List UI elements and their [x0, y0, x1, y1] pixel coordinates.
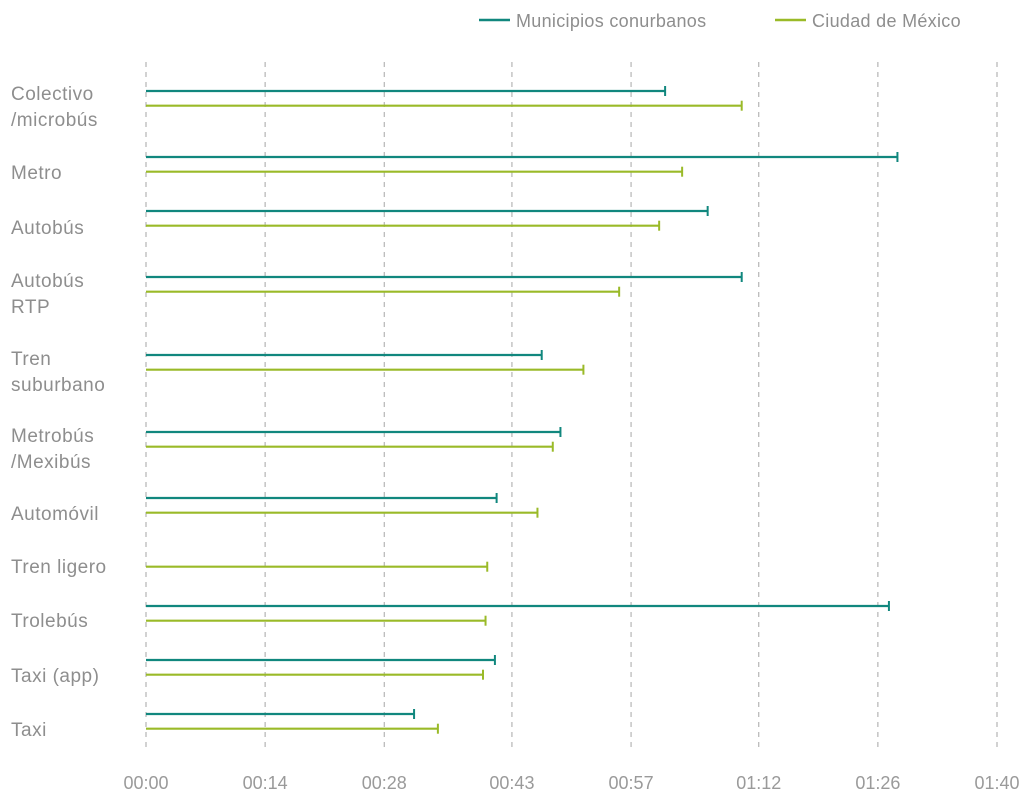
category-label: Metro [11, 163, 62, 184]
x-axis: 00:00 00:14 00:28 00:43 00:57 01:12 01:26 01:40 [123, 773, 1019, 793]
category-label: suburbano [11, 375, 105, 396]
x-tick-label: 00:57 [609, 773, 654, 793]
category-label: /microbús [11, 110, 98, 131]
category-label: Trolebús [11, 611, 88, 632]
x-tick-label: 00:14 [243, 773, 288, 793]
grid [145, 62, 998, 752]
legend: Municipios conurbanos Ciudad de México [479, 11, 961, 31]
category-labels: Colectivo/microbús Metro Autobús Autobús RTP… [11, 84, 107, 741]
category-label: Tren [11, 349, 51, 370]
category-label: Automóvil [11, 504, 99, 525]
x-tick-label: 00:28 [362, 773, 407, 793]
bars [146, 86, 899, 734]
category-label: Autobús [11, 218, 84, 239]
category-label: Colectivo [11, 84, 94, 105]
category-label: Taxi [11, 720, 47, 741]
x-tick-label: 01:12 [736, 773, 781, 793]
category-label: Autobús [11, 271, 84, 292]
x-tick-label: 01:40 [974, 773, 1019, 793]
category-label: Metrobús [11, 426, 94, 447]
x-tick-label: 00:00 [123, 773, 168, 793]
legend-label: Ciudad de México [812, 11, 961, 31]
category-label: RTP [11, 297, 50, 318]
category-label: Taxi (app) [11, 666, 99, 687]
x-tick-label: 01:26 [855, 773, 900, 793]
x-tick-label: 00:43 [489, 773, 534, 793]
category-label: /Mexibús [11, 452, 91, 473]
legend-label: Municipios conurbanos [516, 11, 706, 31]
category-label: Tren ligero [11, 557, 107, 578]
